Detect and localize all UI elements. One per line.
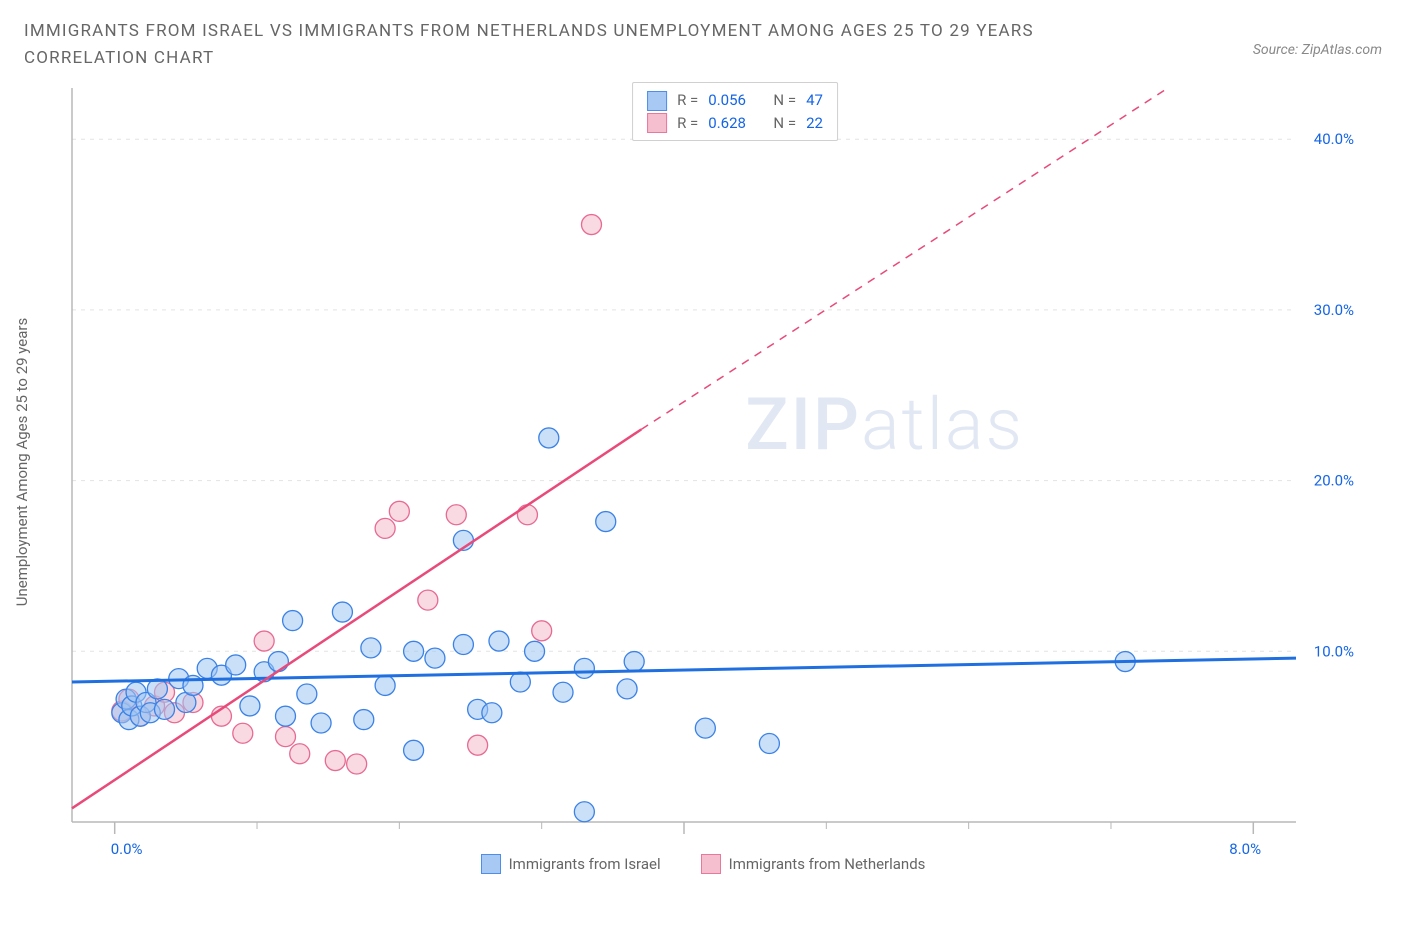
n-label: N = [773,112,796,135]
r-value-netherlands: 0.628 [708,112,746,135]
svg-text:20.0%: 20.0% [1314,472,1354,490]
legend-series: Immigrants from Israel Immigrants from N… [0,854,1406,874]
y-axis-label: Unemployment Among Ages 25 to 29 years [13,318,31,606]
svg-text:10.0%: 10.0% [1314,643,1354,661]
scatter-chart: 10.0% 20.0% 30.0% 40.0% [64,82,1364,842]
legend-item-netherlands: Immigrants from Netherlands [701,854,926,874]
legend-stats: R = 0.056 N = 47 R = 0.628 N = 22 [632,82,838,141]
swatch-israel-icon [481,854,501,874]
r-label: R = [677,89,698,112]
svg-text:40.0%: 40.0% [1314,131,1354,149]
swatch-netherlands-icon [701,854,721,874]
svg-text:30.0%: 30.0% [1314,301,1354,319]
legend-stats-israel: R = 0.056 N = 47 [647,89,823,112]
r-label: R = [677,112,698,135]
x-axis-min-label: 0.0% [111,840,143,858]
n-value-israel: 47 [806,89,823,112]
legend-label-israel: Immigrants from Israel [509,855,661,873]
swatch-netherlands-icon [647,113,667,133]
x-axis-max-label: 8.0% [1229,840,1261,858]
swatch-israel-icon [647,91,667,111]
legend-item-israel: Immigrants from Israel [481,854,661,874]
chart-title: IMMIGRANTS FROM ISRAEL VS IMMIGRANTS FRO… [24,18,1144,72]
n-value-netherlands: 22 [806,112,823,135]
source-credit: Source: ZipAtlas.com [1253,18,1382,58]
n-label: N = [773,89,796,112]
legend-label-netherlands: Immigrants from Netherlands [729,855,926,873]
legend-stats-netherlands: R = 0.628 N = 22 [647,112,823,135]
r-value-israel: 0.056 [708,89,746,112]
